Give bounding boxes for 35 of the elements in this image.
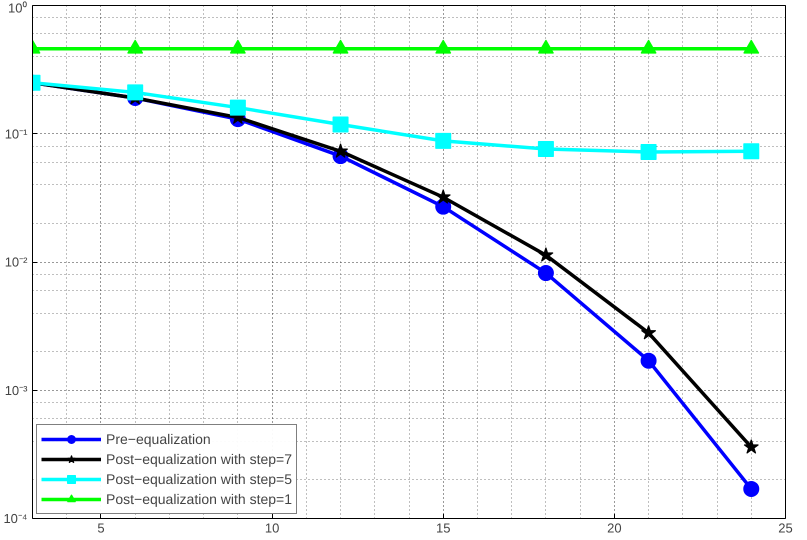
- point: [744, 439, 759, 454]
- point: [332, 116, 349, 133]
- y-tick-label: 10⁻¹: [4, 126, 28, 142]
- legend-label: Post−equalization with step=5: [106, 471, 292, 487]
- legend-label: Post−equalization with step=1: [106, 491, 292, 507]
- x-tick-label: 5: [97, 520, 105, 536]
- y-tick-label: 10⁻²: [4, 254, 28, 270]
- point: [743, 480, 760, 497]
- x-tick-label: 25: [778, 520, 793, 536]
- legend-label: Post−equalization with step=7: [106, 451, 292, 467]
- point: [435, 40, 452, 54]
- x-tick-label: 10: [264, 520, 280, 536]
- point: [435, 132, 452, 149]
- y-tick-label: 10⁰: [8, 0, 28, 16]
- point: [538, 247, 554, 262]
- point: [436, 189, 451, 204]
- point: [640, 324, 656, 340]
- point: [127, 84, 144, 100]
- point: [640, 352, 657, 369]
- point: [640, 40, 657, 54]
- y-tick-label: 10⁻⁴: [3, 511, 28, 526]
- point: [743, 40, 760, 54]
- point: [230, 100, 246, 116]
- point: [538, 141, 554, 158]
- y-tick-label: 10⁻³: [4, 382, 28, 398]
- point: [230, 40, 246, 54]
- x-tick-label: 20: [607, 520, 622, 536]
- legend-label: Pre−equalization: [106, 431, 211, 447]
- point: [538, 40, 554, 54]
- point: [127, 40, 144, 54]
- point: [538, 265, 554, 282]
- point: [640, 144, 657, 160]
- point: [332, 40, 349, 54]
- x-tick-label: 15: [436, 520, 450, 536]
- point: [743, 143, 760, 160]
